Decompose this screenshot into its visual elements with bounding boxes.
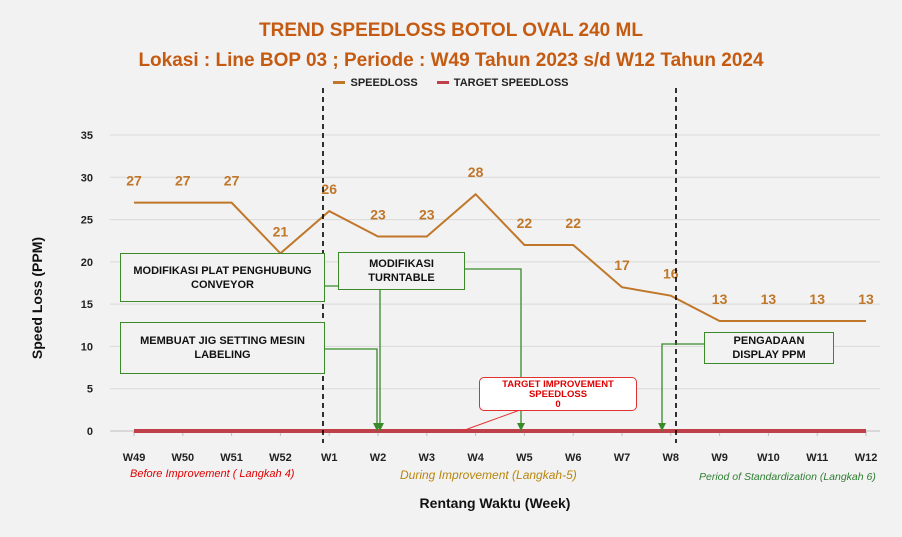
arrow-turntable xyxy=(517,423,525,431)
x-tick-label: W12 xyxy=(855,452,878,464)
connector-plat-conveyor xyxy=(325,285,381,431)
target-improvement-callout: TARGET IMPROVEMENT SPEEDLOSS 0 xyxy=(479,377,637,411)
data-label: 13 xyxy=(858,291,874,307)
annotation-box-jig-labeling: MEMBUAT JIG SETTING MESIN LABELING xyxy=(120,322,325,374)
y-tick-label: 0 xyxy=(87,426,93,438)
data-label: 27 xyxy=(224,173,240,189)
callout-line-1: TARGET IMPROVEMENT xyxy=(502,379,614,390)
legend-label-target: TARGET SPEEDLOSS xyxy=(453,76,569,89)
y-tick-label: 20 xyxy=(81,257,93,269)
data-label: 16 xyxy=(663,266,679,282)
arrow-jig-labeling xyxy=(373,423,381,431)
connector-display-ppm xyxy=(661,343,704,431)
series-line-speedloss xyxy=(134,192,866,323)
chart-title: TREND SPEEDLOSS BOTOL OVAL 240 ML xyxy=(259,20,643,41)
data-label: 23 xyxy=(419,206,435,222)
y-tick-label: 25 xyxy=(81,215,93,227)
legend-swatch-speedloss xyxy=(333,81,346,84)
legend-item-target: TARGET SPEEDLOSS xyxy=(436,76,569,89)
x-tick-label: W10 xyxy=(757,452,780,464)
chart-subtitle: Lokasi : Line BOP 03 ; Periode : W49 Tah… xyxy=(138,50,764,71)
annotation-box-display-ppm: PENGADAAN DISPLAY PPM xyxy=(704,332,834,364)
y-tick-label: 35 xyxy=(81,130,93,142)
connector-jig-labeling xyxy=(325,348,378,431)
data-label: 26 xyxy=(321,181,337,197)
x-tick-label: W9 xyxy=(711,452,728,464)
data-label: 13 xyxy=(712,291,728,307)
data-label: 13 xyxy=(761,291,777,307)
annotation-box-plat-conveyor: MODIFIKASI PLAT PENGHUBUNG CONVEYOR xyxy=(120,253,325,302)
data-label: 27 xyxy=(126,173,142,189)
y-tick-label: 5 xyxy=(87,384,93,396)
y-tick-label: 10 xyxy=(81,341,93,353)
phase-after-label: Period of Standardization (Langkah 6) xyxy=(699,471,876,483)
x-tick-label: W51 xyxy=(220,452,243,464)
legend: SPEEDLOSS TARGET SPEEDLOSS xyxy=(0,75,902,89)
x-tick-label: W5 xyxy=(516,452,533,464)
x-tick-label: W8 xyxy=(663,452,680,464)
callout-pointer xyxy=(461,409,521,432)
data-label: 23 xyxy=(370,206,386,222)
x-tick-label: W52 xyxy=(269,452,292,464)
x-tick-label: W49 xyxy=(123,452,146,464)
arrow-display-ppm xyxy=(658,423,666,431)
x-tick-label: W1 xyxy=(321,452,338,464)
data-label: 17 xyxy=(614,257,630,273)
callout-line-2: SPEEDLOSS xyxy=(528,389,588,400)
data-label: 22 xyxy=(517,215,533,231)
x-tick-label: W3 xyxy=(419,452,436,464)
legend-swatch-target xyxy=(436,81,449,84)
x-tick-label: W7 xyxy=(614,452,631,464)
phase-before-label: Before Improvement ( Langkah 4) xyxy=(130,468,295,480)
data-label: 27 xyxy=(175,173,191,189)
data-label: 28 xyxy=(468,164,484,180)
callout-line-3: 0 xyxy=(555,399,561,410)
data-label: 22 xyxy=(565,215,581,231)
x-axis-title: Rentang Waktu (Week) xyxy=(419,495,571,511)
y-axis-title: Speed Loss (PPM) xyxy=(29,236,45,360)
legend-item-speedloss: SPEEDLOSS xyxy=(333,76,418,89)
data-label: 13 xyxy=(809,291,825,307)
x-tick-label: W4 xyxy=(467,452,484,464)
x-tick-label: W11 xyxy=(806,452,828,464)
y-tick-label: 30 xyxy=(81,172,93,184)
y-tick-label: 15 xyxy=(81,299,93,311)
x-tick-label: W50 xyxy=(171,452,194,464)
x-tick-label: W6 xyxy=(565,452,582,464)
x-tick-label: W2 xyxy=(370,452,387,464)
data-label: 21 xyxy=(273,223,289,239)
legend-label-speedloss: SPEEDLOSS xyxy=(350,76,418,89)
phase-during-label: During Improvement (Langkah-5) xyxy=(400,468,577,482)
annotation-box-turntable: MODIFIKASI TURNTABLE xyxy=(338,252,465,290)
